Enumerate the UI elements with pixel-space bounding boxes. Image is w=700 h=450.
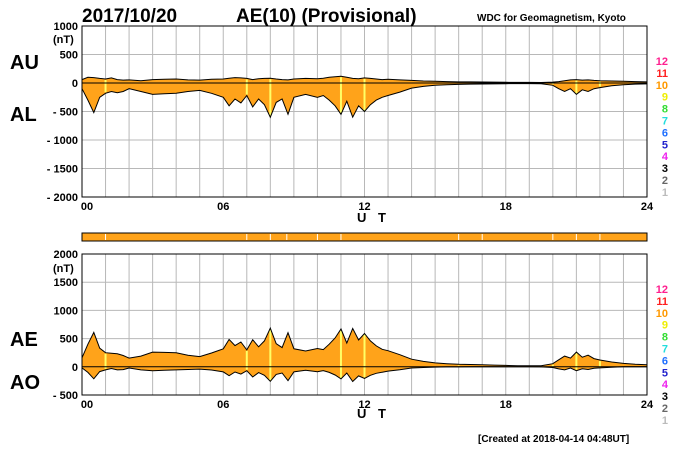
ao-label: AO (10, 372, 40, 394)
station-key-7: 7 (662, 116, 668, 128)
upper-ytick-label: - 1500 (47, 164, 78, 176)
lower-xtick-label: 00 (81, 399, 93, 411)
lower-unit-label: (nT) (53, 263, 74, 275)
lower-ut-label: U T (357, 406, 390, 421)
station-key-6: 6 (662, 127, 668, 139)
station-key-4: 4 (662, 379, 669, 391)
station-key-9: 9 (662, 92, 668, 104)
created-timestamp: [Created at 2018-04-14 04:48UT] (478, 434, 629, 445)
au-al-panel: (nT) AU AL U T 1000 500 0 - 500 - 1000 - 1500… (10, 21, 654, 225)
lower-ytick-label: 500 (60, 334, 78, 346)
lower-plot-frame (81, 253, 648, 396)
upper-xtick-label: 12 (358, 201, 370, 213)
station-key-5: 5 (662, 367, 668, 379)
lower-ytick-label: 0 (72, 362, 78, 374)
upper-xtick-label: 24 (641, 201, 654, 213)
upper-ut-label: U T (357, 210, 390, 225)
ae-series-line (81, 326, 648, 367)
station-key-6: 6 (662, 355, 668, 367)
station-key-2: 2 (662, 403, 668, 415)
station-key-3: 3 (662, 163, 668, 175)
station-key-10: 10 (656, 80, 668, 92)
upper-ytick-label: - 1000 (47, 135, 78, 147)
station-key-11: 11 (656, 68, 668, 80)
lower-ytick-label: - 500 (53, 390, 78, 402)
station-key-7: 7 (662, 344, 668, 356)
au-label: AU (10, 52, 39, 74)
lower-xtick-label: 06 (217, 399, 229, 411)
al-series-line (81, 83, 648, 119)
au-series-line (81, 75, 648, 84)
ae-label: AE (10, 329, 38, 351)
station-key-2: 2 (662, 175, 668, 187)
al-label: AL (10, 104, 37, 126)
upper-plot-frame (81, 25, 648, 198)
lower-xtick-label: 12 (358, 399, 370, 411)
lower-ytick-label: 1000 (54, 305, 78, 317)
station-key-11: 11 (656, 296, 668, 308)
station-key-3: 3 (662, 391, 668, 403)
upper-ytick-label: 0 (72, 78, 78, 90)
upper-xtick-label: 06 (217, 201, 229, 213)
station-key-8: 8 (662, 332, 668, 344)
station-key-10: 10 (656, 308, 668, 320)
station-key-8: 8 (662, 104, 668, 116)
station-key-1: 1 (662, 415, 668, 427)
station-bar-fill (81, 232, 648, 242)
upper-ytick-label: - 2000 (47, 192, 78, 204)
upper-ytick-label: 500 (60, 50, 78, 62)
lower-ytick-label: 2000 (54, 249, 78, 261)
ao-series-line (81, 366, 647, 383)
upper-xtick-label: 00 (81, 201, 93, 213)
organization-label: WDC for Geomagnetism, Kyoto (477, 13, 626, 24)
upper-ytick-label: 1000 (54, 21, 78, 33)
upper-unit-label: (nT) (53, 34, 74, 46)
station-key-1: 1 (662, 187, 668, 199)
upper-xtick-label: 18 (500, 201, 512, 213)
lower-ytick-label: 1500 (54, 277, 78, 289)
date-title: 2017/10/20 (82, 6, 177, 27)
station-key-5: 5 (662, 139, 668, 151)
station-key-12: 12 (656, 284, 668, 296)
lower-xtick-label: 24 (641, 399, 654, 411)
station-key-12: 12 (656, 56, 668, 68)
index-title: AE(10) (Provisional) (236, 6, 417, 27)
station-key-4: 4 (662, 151, 669, 163)
station-coverage-bar (81, 232, 648, 242)
lower-xtick-label: 18 (500, 399, 512, 411)
station-key-9: 9 (662, 320, 668, 332)
upper-ytick-label: - 500 (53, 107, 78, 119)
